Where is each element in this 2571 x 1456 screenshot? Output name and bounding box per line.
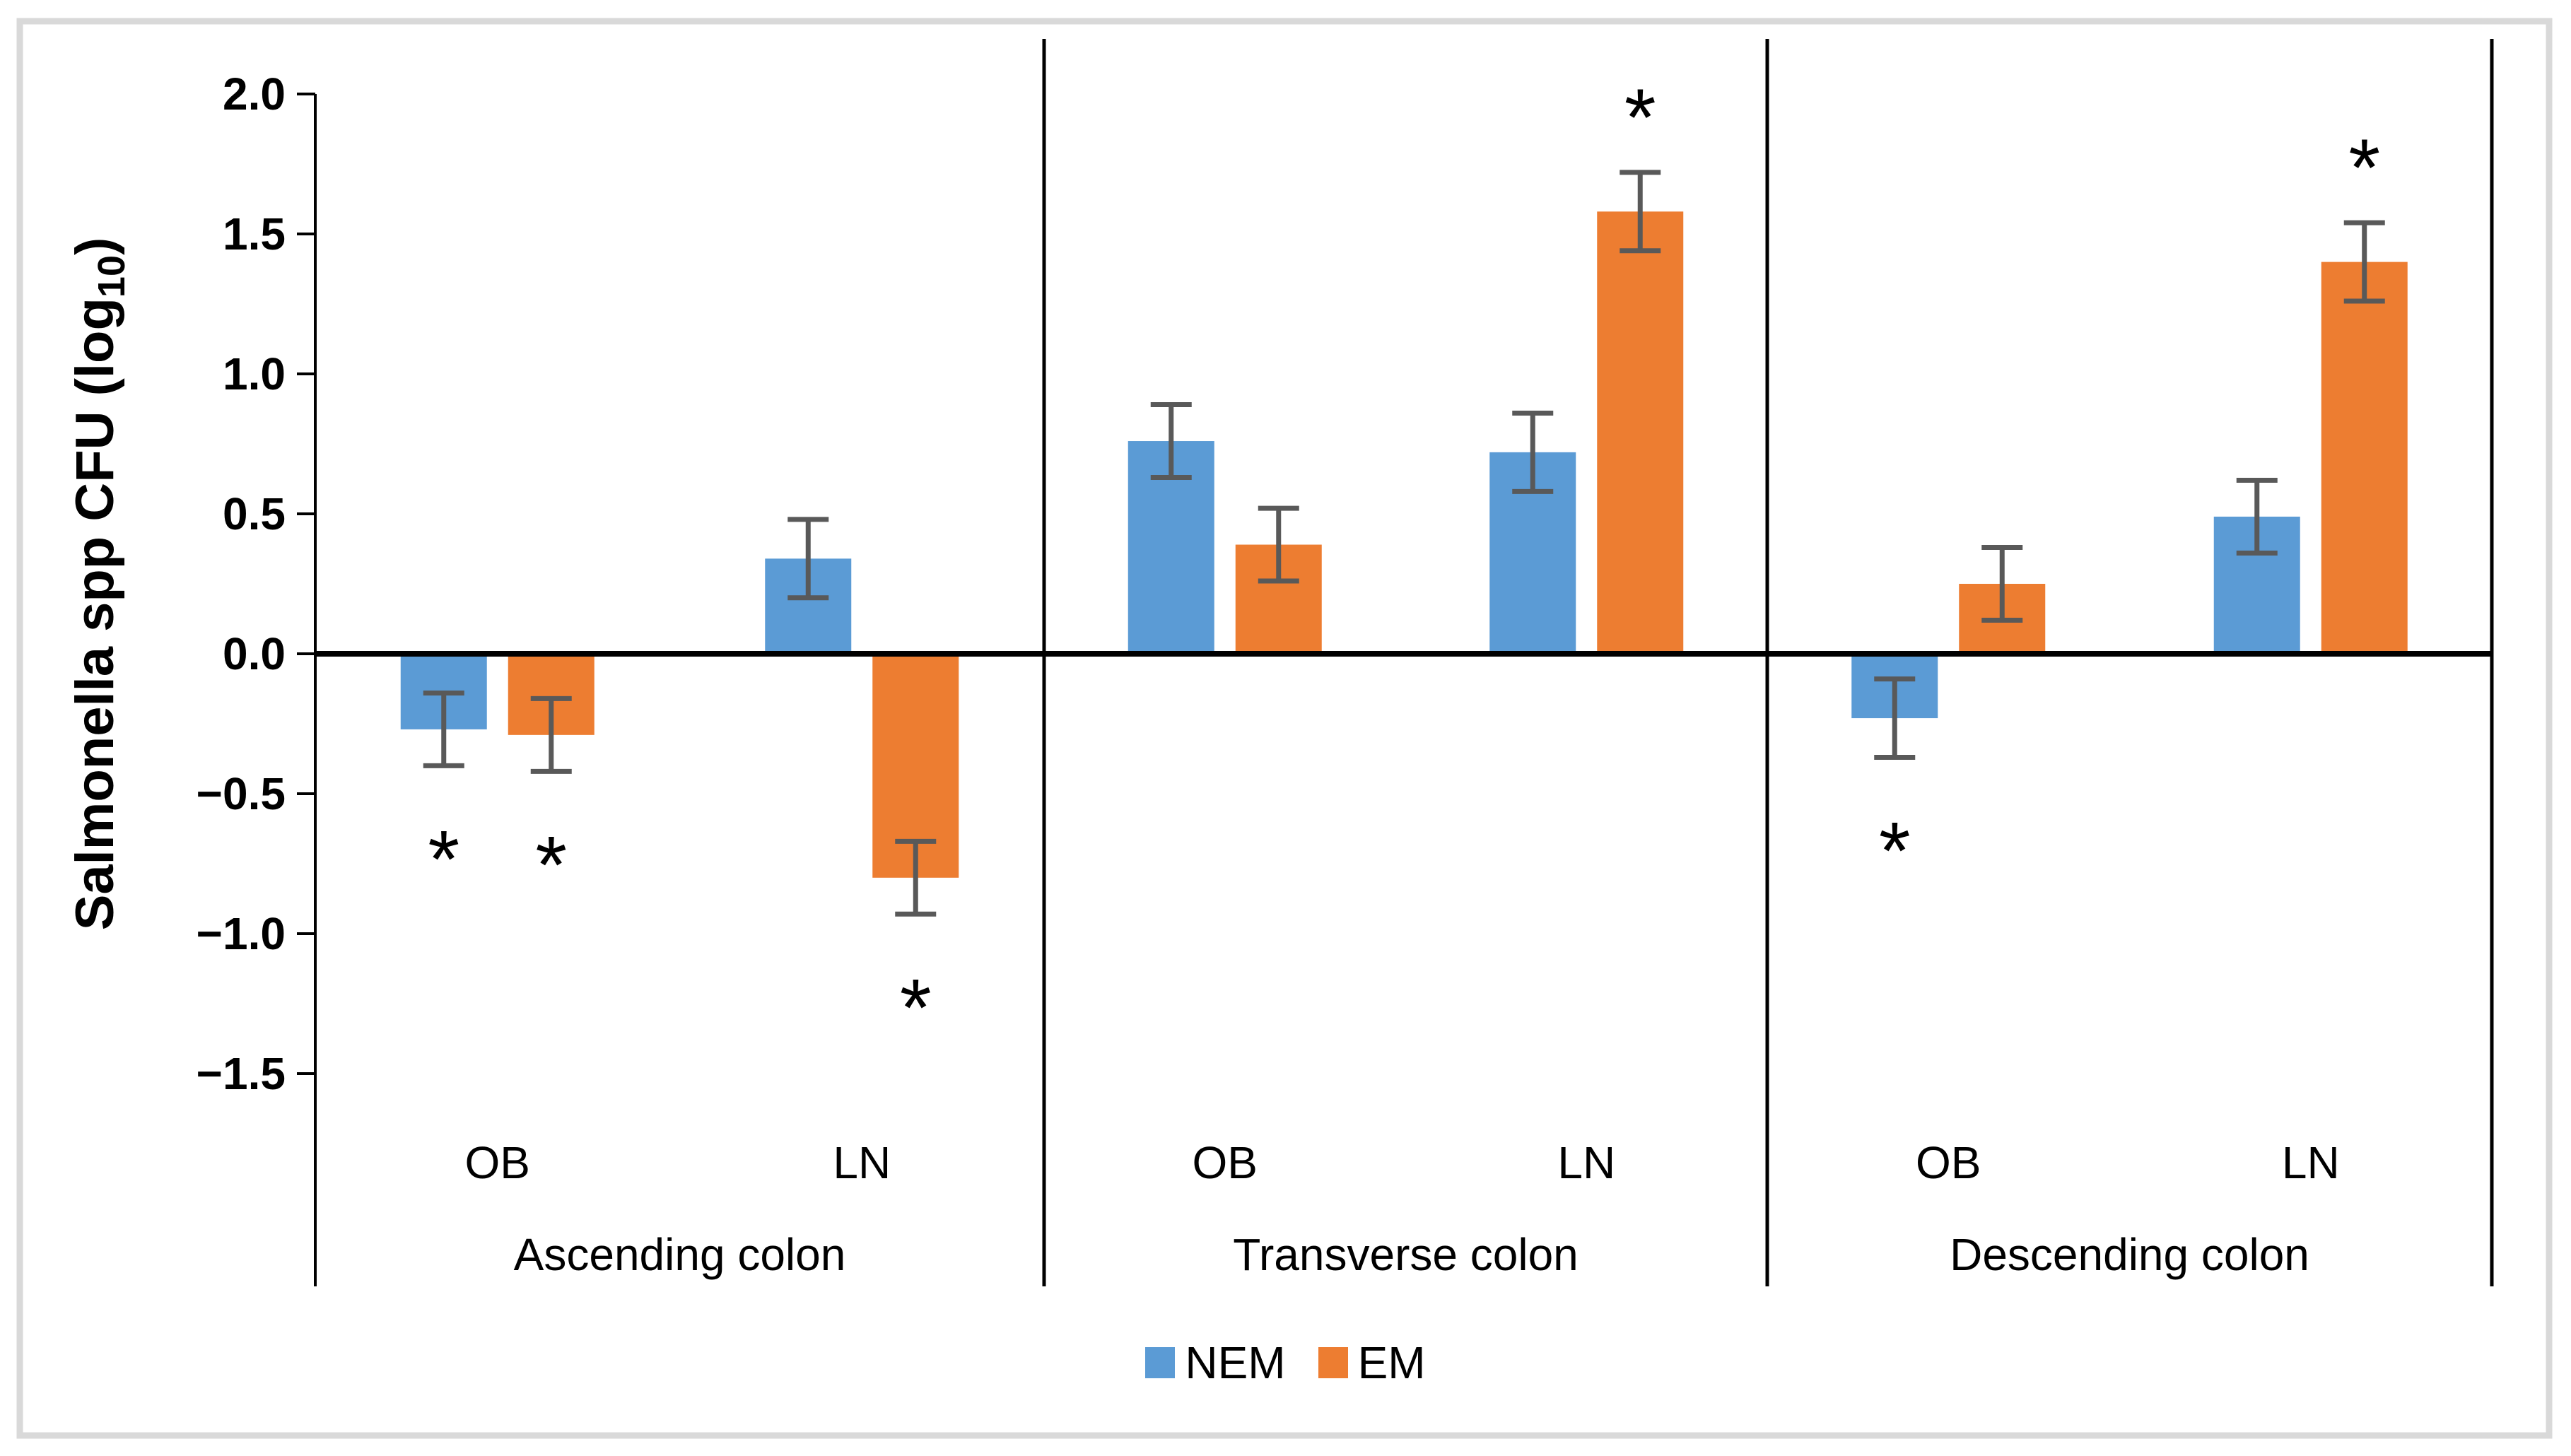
figure-frame [16, 18, 2553, 1439]
legend: NEM EM [0, 1334, 2571, 1391]
panel-label-descending-colon: Descending colon [1950, 1229, 2309, 1280]
legend-item-nem: NEM [1145, 1337, 1286, 1389]
y-tick-label-0.5: 0.5 [223, 488, 286, 539]
legend-swatch-em-icon [1318, 1347, 1348, 1378]
panel-label-ascending-colon: Ascending colon [514, 1229, 846, 1280]
category-label-ascending-colon-ob: OB [465, 1137, 530, 1188]
y-tick-label-−0.5: −0.5 [197, 768, 286, 819]
y-axis-title: Salmonella spp CFU (log10) [65, 237, 133, 931]
sig-asterisk-ascending-colon-ob-nem: * [428, 814, 459, 905]
y-tick-label-2.0: 2.0 [223, 69, 286, 119]
sig-asterisk-ascending-colon-ln-em: * [900, 963, 932, 1053]
category-label-transverse-colon-ln: LN [1557, 1137, 1615, 1188]
category-label-ascending-colon-ln: LN [833, 1137, 891, 1188]
bar-transverse-colon-ln-em [1597, 211, 1684, 654]
sig-asterisk-descending-colon-ln-em: * [2348, 123, 2380, 213]
sig-asterisk-transverse-colon-ln-em: * [1624, 73, 1656, 163]
legend-item-em: EM [1318, 1337, 1426, 1389]
category-label-transverse-colon-ob: OB [1193, 1137, 1258, 1188]
sig-asterisk-descending-colon-ob-nem: * [1879, 806, 1911, 897]
legend-label-em: EM [1357, 1337, 1426, 1388]
y-tick-label-1.0: 1.0 [223, 348, 286, 399]
sig-asterisk-ascending-colon-ob-em: * [535, 820, 567, 910]
legend-label-nem: NEM [1185, 1337, 1286, 1388]
legend-swatch-nem-icon [1145, 1347, 1176, 1378]
category-label-descending-colon-ln: LN [2282, 1137, 2340, 1188]
panel-label-transverse-colon: Transverse colon [1233, 1229, 1579, 1280]
y-tick-label-−1.5: −1.5 [197, 1048, 286, 1099]
bar-descending-colon-ln-em [2321, 262, 2408, 654]
y-tick-label-−1.0: −1.0 [197, 908, 286, 959]
y-tick-label-1.5: 1.5 [223, 209, 286, 259]
y-tick-label-0.0: 0.0 [223, 628, 286, 679]
category-label-descending-colon-ob: OB [1916, 1137, 1981, 1188]
